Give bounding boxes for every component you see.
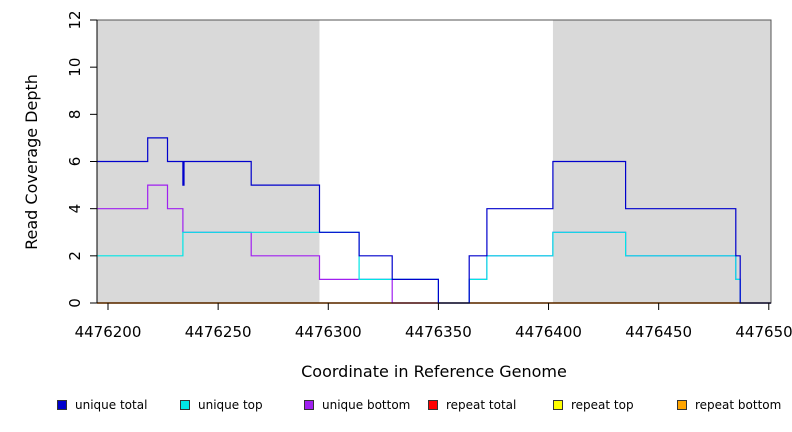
legend-label: unique bottom	[322, 398, 411, 412]
legend-swatch	[677, 400, 687, 410]
legend-item: unique bottom	[304, 398, 410, 412]
legend-swatch	[553, 400, 563, 410]
legend-item: repeat top	[553, 398, 634, 412]
x-tick-label: 4476400	[515, 323, 582, 341]
legend-swatch	[57, 400, 67, 410]
y-axis-title: Read Coverage Depth	[22, 74, 41, 250]
x-tick-label: 4476200	[75, 323, 142, 341]
y-tick-label: 4	[66, 204, 84, 214]
legend-swatch	[304, 400, 314, 410]
legend-label: repeat bottom	[695, 398, 782, 412]
legend-item: unique total	[57, 398, 147, 412]
y-tick-label: 2	[66, 251, 84, 261]
x-tick-label: 4476500	[735, 323, 792, 341]
axes: 0 2 4 6 8 10 12 4476200 4476250 4476300 4476350 447…	[66, 10, 792, 341]
y-tick-label: 8	[66, 110, 84, 120]
y-tick-label: 10	[66, 58, 84, 77]
legend: unique total unique top unique bottom repea…	[0, 398, 792, 420]
legend-swatch	[180, 400, 190, 410]
x-tick-label: 4476300	[295, 323, 362, 341]
legend-item: unique top	[180, 398, 263, 412]
x-tick-label: 4476250	[185, 323, 252, 341]
x-tick-label: 4476350	[405, 323, 472, 341]
legend-label: repeat total	[446, 398, 517, 412]
y-tick-label: 12	[66, 10, 84, 29]
legend-label: repeat top	[571, 398, 634, 412]
y-tick-label: 0	[66, 298, 84, 308]
legend-label: unique total	[75, 398, 148, 412]
legend-item: repeat bottom	[677, 398, 781, 412]
series-line-unique-total	[97, 137, 771, 304]
legend-item: repeat total	[428, 398, 516, 412]
x-tick-label: 4476450	[625, 323, 692, 341]
y-tick-label: 6	[66, 157, 84, 167]
legend-swatch	[428, 400, 438, 410]
x-axis-title: Coordinate in Reference Genome	[301, 362, 567, 381]
legend-label: unique top	[198, 398, 263, 412]
